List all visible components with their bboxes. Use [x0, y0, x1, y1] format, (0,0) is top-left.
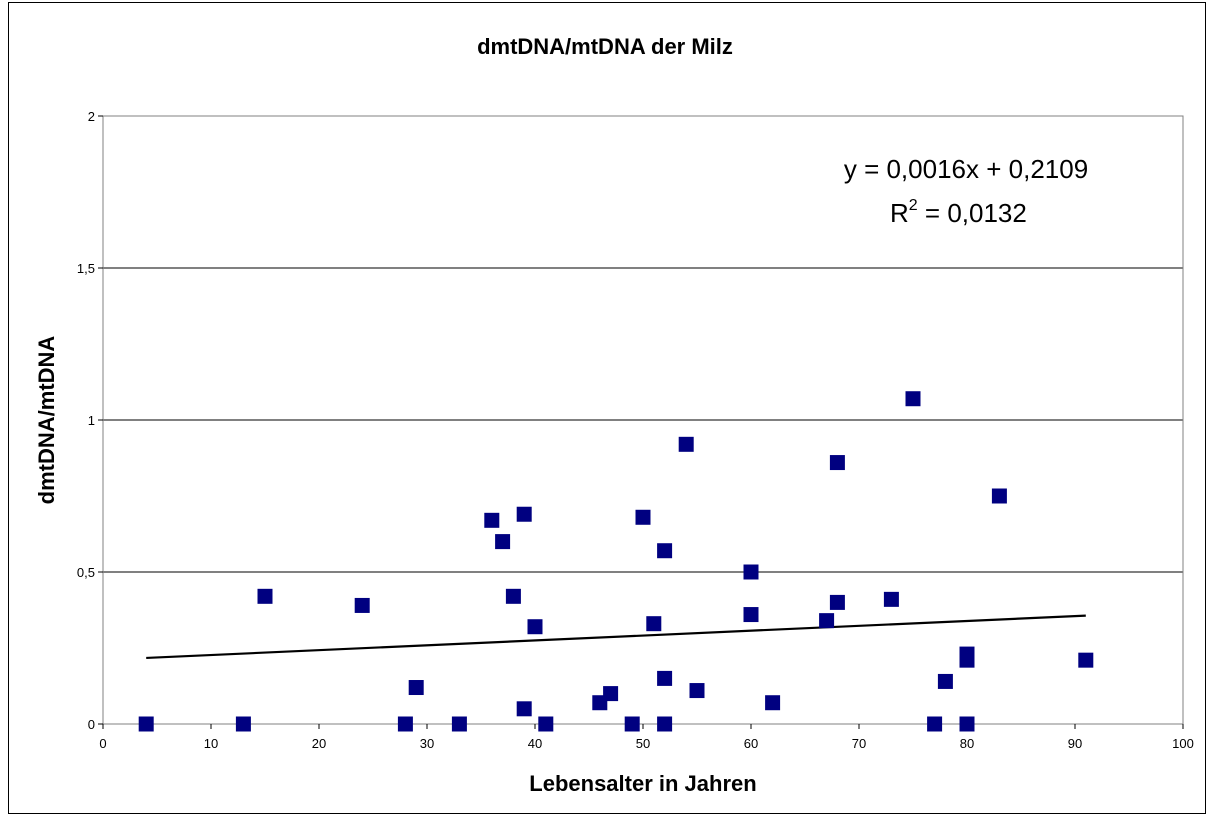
x-tick-label: 10: [204, 736, 218, 751]
chart-title: dmtDNA/mtDNA der Milz: [477, 34, 733, 59]
y-axis-label: dmtDNA/mtDNA: [34, 336, 59, 505]
trendline-equation: y = 0,0016x + 0,2109: [844, 154, 1088, 184]
data-point: [1078, 652, 1094, 668]
x-axis-ticks: 0 10 20 30 40 50 60 70 80 90 100: [99, 724, 1194, 751]
data-point: [959, 716, 975, 732]
y-tick-label: 1,5: [77, 261, 95, 276]
data-point: [451, 716, 467, 732]
x-tick-label: 70: [852, 736, 866, 751]
data-points: [138, 391, 1094, 732]
x-tick-label: 30: [420, 736, 434, 751]
data-point: [678, 436, 694, 452]
data-point: [646, 616, 662, 632]
y-axis-ticks: 0 0,5 1 1,5 2: [77, 109, 103, 732]
data-point: [905, 391, 921, 407]
data-point: [138, 716, 154, 732]
data-point: [829, 455, 845, 471]
data-point: [937, 673, 953, 689]
y-tick-label: 0,5: [77, 565, 95, 580]
data-point: [927, 716, 943, 732]
x-tick-label: 50: [636, 736, 650, 751]
data-point: [959, 652, 975, 668]
x-tick-label: 20: [312, 736, 326, 751]
x-tick-label: 0: [99, 736, 106, 751]
x-axis-label: Lebensalter in Jahren: [529, 771, 756, 796]
data-point: [538, 716, 554, 732]
data-point: [829, 594, 845, 610]
data-point: [484, 512, 500, 528]
data-point: [743, 607, 759, 623]
data-point: [257, 588, 273, 604]
x-tick-label: 40: [528, 736, 542, 751]
data-point: [495, 534, 511, 550]
data-point: [689, 683, 705, 699]
data-point: [883, 591, 899, 607]
data-point: [765, 695, 781, 711]
data-point: [743, 564, 759, 580]
y-tick-label: 1: [88, 413, 95, 428]
x-tick-label: 80: [960, 736, 974, 751]
data-point: [505, 588, 521, 604]
data-point: [516, 701, 532, 717]
data-point: [635, 509, 651, 525]
x-tick-label: 60: [744, 736, 758, 751]
data-point: [657, 543, 673, 559]
data-point: [819, 613, 835, 629]
r-squared-label: R2 = 0,0132: [890, 197, 1027, 228]
data-point: [603, 686, 619, 702]
data-point: [624, 716, 640, 732]
gridlines: [103, 267, 1183, 573]
data-point: [991, 488, 1007, 504]
data-point: [657, 670, 673, 686]
data-point: [657, 716, 673, 732]
data-point: [397, 716, 413, 732]
y-tick-label: 0: [88, 717, 95, 732]
x-tick-label: 100: [1172, 736, 1194, 751]
data-point: [235, 716, 251, 732]
data-point: [354, 597, 370, 613]
chart-frame: [8, 2, 1206, 814]
data-point: [527, 619, 543, 635]
data-point: [516, 506, 532, 522]
data-point: [408, 680, 424, 696]
y-tick-label: 2: [88, 109, 95, 124]
linear-trendline: [146, 614, 1086, 660]
x-tick-label: 90: [1068, 736, 1082, 751]
